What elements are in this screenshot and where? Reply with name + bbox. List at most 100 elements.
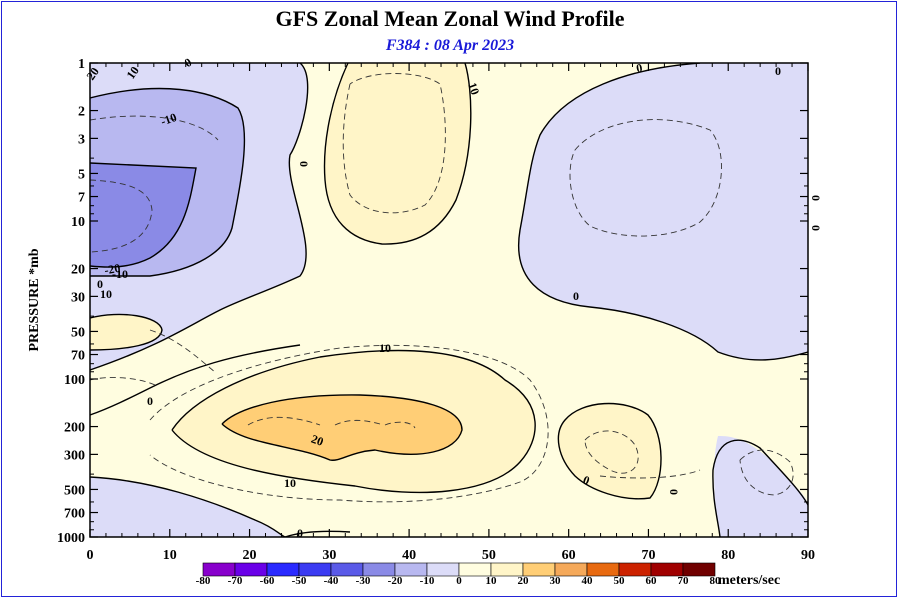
x-tick-label: 70 xyxy=(641,548,655,563)
contour-label: 10 xyxy=(100,287,112,301)
colorbar-tick-label: -80 xyxy=(196,575,211,587)
y-tick-label: 30 xyxy=(71,290,85,305)
chart-title: GFS Zonal Mean Zonal Wind Profile xyxy=(275,6,625,31)
contour-label: 0 xyxy=(297,161,311,167)
x-tick-label: 10 xyxy=(163,548,177,563)
colorbar-tick-label: 60 xyxy=(646,575,658,587)
contour-line-solid xyxy=(712,439,808,537)
contour-line-dashed xyxy=(384,421,416,429)
y-tick-label: 50 xyxy=(71,325,85,340)
contour-line-solid xyxy=(90,344,301,416)
x-tick-label: 0 xyxy=(87,548,94,563)
contour-line-solid xyxy=(90,63,309,371)
contour-line-dashed xyxy=(90,115,219,141)
x-tick-label: 80 xyxy=(721,548,735,563)
plot-border xyxy=(89,62,809,538)
contour-line-dashed xyxy=(334,419,381,426)
contour-line-dashed xyxy=(342,73,446,214)
x-tick-label: 40 xyxy=(402,548,416,563)
colorbar-tick-label: 0 xyxy=(456,575,462,587)
chart-subtitle: F384 : 08 Apr 2023 xyxy=(385,37,515,54)
contour-label: 10 xyxy=(379,341,391,355)
contour-line-solid xyxy=(323,63,472,245)
contour-label: -10 xyxy=(112,267,128,281)
contour-label: 0 xyxy=(775,64,781,78)
x-tick-label: 50 xyxy=(482,548,496,563)
y-tick-label: 1000 xyxy=(57,531,85,546)
contour-label: 0 xyxy=(581,473,591,488)
contour-label: 0 xyxy=(809,225,823,231)
x-tick-label: 30 xyxy=(322,548,336,563)
contour-line-solid xyxy=(284,530,351,537)
colorbar-tick-label: -60 xyxy=(260,575,275,587)
contour-line-dashed xyxy=(599,469,701,479)
y-tick-label: 200 xyxy=(64,421,85,436)
contour-line-dashed xyxy=(149,329,216,373)
y-tick-label: 500 xyxy=(64,483,85,498)
y-tick-label: 1 xyxy=(78,57,85,72)
colorbar-tick-label: -20 xyxy=(388,575,403,587)
contour-fill-region xyxy=(222,394,462,461)
y-tick-label: 5 xyxy=(78,167,85,182)
contour-fill-region xyxy=(518,63,808,360)
x-tick-label: 20 xyxy=(243,548,257,563)
x-tick-label: 60 xyxy=(562,548,576,563)
colorbar-tick-label: -50 xyxy=(292,575,307,587)
contour-fill-region xyxy=(90,314,162,350)
colorbar-tick-label: -70 xyxy=(228,575,243,587)
contour-line-solid xyxy=(90,87,246,277)
contour-line-dashed xyxy=(90,377,156,386)
contour-label: 0 xyxy=(667,489,681,495)
contour-line-solid xyxy=(90,476,286,537)
colorbar-tick-label: -10 xyxy=(420,575,435,587)
contour-label: 20 xyxy=(309,432,325,449)
colorbar-tick-label: 80 xyxy=(710,575,722,587)
contour-label: 0 xyxy=(97,277,103,291)
colorbar-tick-label: 70 xyxy=(678,575,690,587)
contour-label: 10 xyxy=(284,476,296,490)
contour-line-solid xyxy=(171,349,536,494)
y-tick-label: 700 xyxy=(64,507,85,522)
contour-line-dashed xyxy=(149,344,549,503)
y-tick-label: 10 xyxy=(71,215,85,230)
contour-label: 0 xyxy=(573,289,579,303)
contour-fill-region xyxy=(558,403,662,499)
y-tick-label: 7 xyxy=(78,191,85,206)
colorbar-tick-label: 10 xyxy=(486,575,498,587)
colorbar-swatch xyxy=(682,562,716,577)
contour-line-solid xyxy=(518,63,808,361)
y-tick-label: 20 xyxy=(71,263,85,278)
contour-line-dashed xyxy=(569,119,722,237)
y-axis-label: PRESSURE *mb xyxy=(27,248,42,351)
contour-line-solid xyxy=(90,313,163,351)
contour-label: 0 xyxy=(635,61,643,76)
y-tick-label: 300 xyxy=(64,448,85,463)
colorbar-tick-label: 50 xyxy=(614,575,626,587)
contour-line-solid xyxy=(221,394,463,461)
contour-label: -20 xyxy=(103,261,121,278)
y-tick-label: 70 xyxy=(71,349,85,364)
y-tick-label: 3 xyxy=(78,132,85,147)
contour-label: 0 xyxy=(809,195,823,201)
contour-label: 10 xyxy=(465,81,482,97)
contour-label: -10 xyxy=(159,110,179,129)
colorbar-unit-label: meters/sec xyxy=(718,573,780,588)
colorbar-tick-label: 20 xyxy=(518,575,530,587)
contour-fill-region xyxy=(90,477,285,537)
contour-line-solid xyxy=(90,162,197,268)
contour-label: 0 xyxy=(297,526,303,540)
x-tick-label: 90 xyxy=(801,548,815,563)
contour-line-solid xyxy=(557,402,662,500)
contour-label: 0 xyxy=(147,394,153,408)
colorbar-tick-label: -40 xyxy=(324,575,339,587)
contour-fill-region xyxy=(714,435,808,537)
contour-line-dashed xyxy=(739,449,794,496)
colorbar-tick-label: 40 xyxy=(582,575,594,587)
contour-line-dashed xyxy=(90,179,153,253)
y-tick-label: 2 xyxy=(78,105,85,120)
contour-fill-region xyxy=(324,63,471,245)
colorbar-tick-label: -30 xyxy=(356,575,371,587)
y-tick-label: 100 xyxy=(64,373,85,388)
